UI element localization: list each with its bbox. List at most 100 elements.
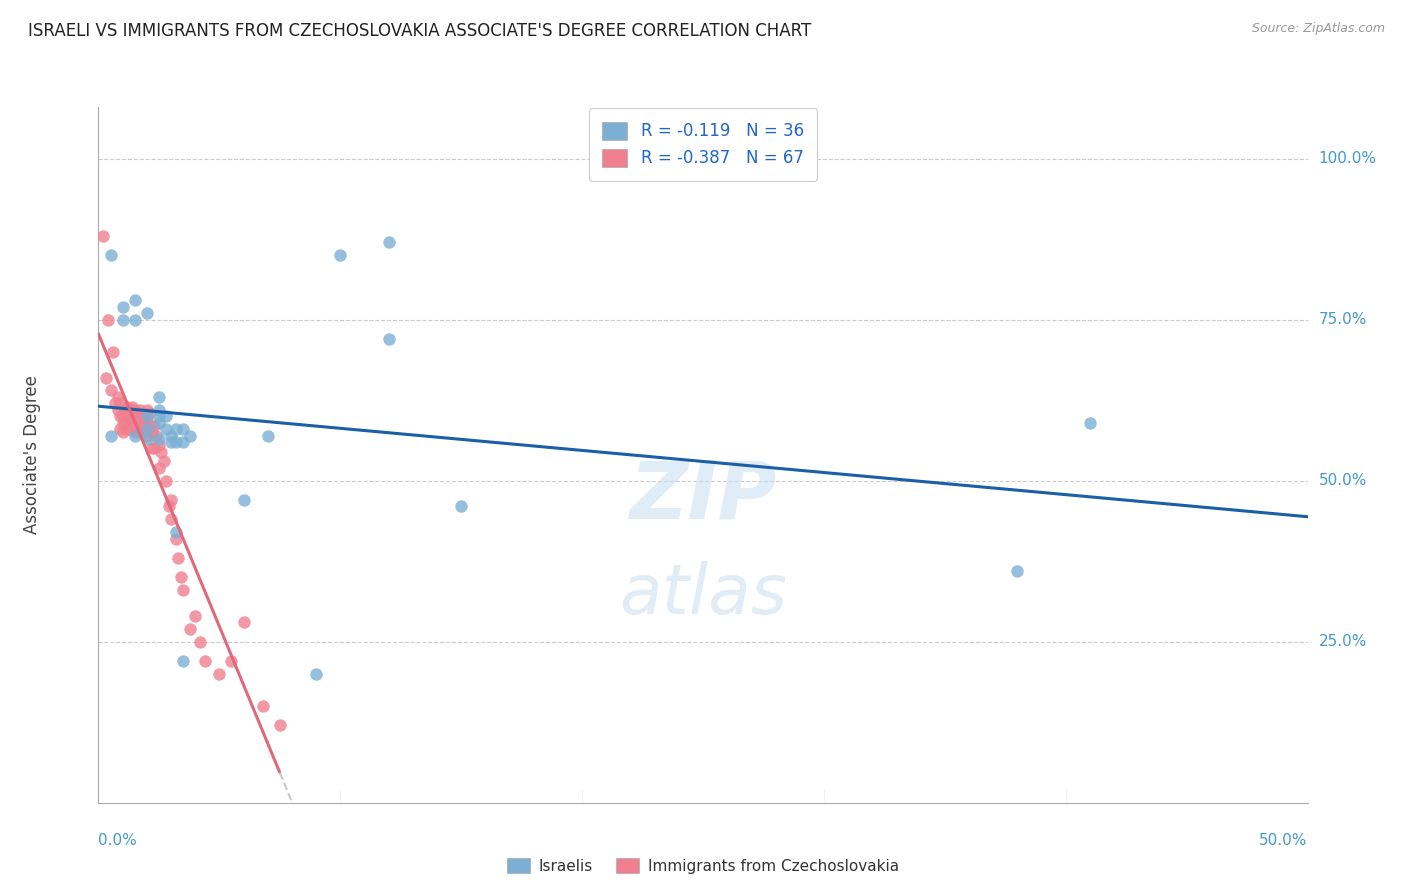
Point	[117, 422, 139, 436]
Legend: R = -0.119   N = 36, R = -0.387   N = 67: R = -0.119 N = 36, R = -0.387 N = 67	[589, 109, 817, 181]
Point	[165, 435, 187, 450]
Point	[135, 306, 157, 320]
Point	[121, 400, 143, 414]
Point	[232, 615, 254, 630]
Point	[305, 667, 328, 681]
Point	[111, 409, 134, 424]
Point	[194, 654, 217, 668]
Text: 100.0%: 100.0%	[1319, 151, 1376, 166]
Point	[124, 428, 146, 442]
Point	[138, 406, 160, 420]
Point	[208, 667, 231, 681]
Point	[450, 500, 472, 514]
Point	[148, 438, 170, 452]
Point	[134, 412, 156, 426]
Text: 75.0%: 75.0%	[1319, 312, 1367, 327]
Text: ISRAELI VS IMMIGRANTS FROM CZECHOSLOVAKIA ASSOCIATE'S DEGREE CORRELATION CHART: ISRAELI VS IMMIGRANTS FROM CZECHOSLOVAKI…	[28, 22, 811, 40]
Point	[172, 435, 194, 450]
Point	[152, 454, 174, 468]
Point	[377, 332, 399, 346]
Point	[155, 422, 177, 436]
Point	[127, 406, 149, 420]
Point	[100, 384, 122, 398]
Point	[155, 409, 177, 424]
Point	[148, 402, 170, 417]
Point	[169, 570, 191, 584]
Point	[165, 532, 187, 546]
Point	[160, 512, 183, 526]
Point	[179, 428, 201, 442]
Text: 25.0%: 25.0%	[1319, 634, 1367, 649]
Point	[100, 248, 122, 262]
Point	[135, 432, 157, 446]
Text: 50.0%: 50.0%	[1319, 473, 1367, 488]
Point	[131, 425, 153, 440]
Point	[148, 432, 170, 446]
Point	[150, 444, 173, 458]
Point	[135, 409, 157, 424]
Point	[135, 412, 157, 426]
Point	[127, 412, 149, 426]
Point	[269, 718, 291, 732]
Point	[111, 312, 134, 326]
Point	[108, 409, 131, 424]
Point	[107, 402, 129, 417]
Point	[114, 402, 136, 417]
Point	[160, 435, 183, 450]
Text: ZIP: ZIP	[630, 458, 776, 536]
Point	[111, 416, 134, 430]
Legend: Israelis, Immigrants from Czechoslovakia: Israelis, Immigrants from Czechoslovakia	[501, 852, 905, 880]
Point	[138, 419, 160, 434]
Point	[108, 396, 131, 410]
Text: Source: ZipAtlas.com: Source: ZipAtlas.com	[1251, 22, 1385, 36]
Point	[104, 396, 127, 410]
Point	[172, 422, 194, 436]
Point	[143, 442, 166, 456]
Point	[128, 402, 150, 417]
Point	[114, 416, 136, 430]
Point	[111, 425, 134, 440]
Point	[118, 402, 141, 417]
Point	[128, 412, 150, 426]
Point	[148, 416, 170, 430]
Point	[124, 425, 146, 440]
Point	[145, 428, 167, 442]
Point	[184, 609, 207, 624]
Point	[94, 370, 117, 384]
Point	[160, 493, 183, 508]
Point	[141, 442, 163, 456]
Point	[124, 293, 146, 308]
Point	[179, 622, 201, 636]
Point	[131, 416, 153, 430]
Point	[135, 428, 157, 442]
Point	[165, 422, 187, 436]
Point	[148, 409, 170, 424]
Point	[160, 428, 183, 442]
Point	[252, 699, 274, 714]
Point	[91, 228, 114, 243]
Text: Associate's Degree: Associate's Degree	[22, 376, 41, 534]
Point	[188, 634, 211, 648]
Point	[232, 493, 254, 508]
Point	[167, 551, 190, 566]
Point	[221, 654, 243, 668]
Point	[117, 400, 139, 414]
Point	[1007, 564, 1029, 578]
Point	[134, 422, 156, 436]
Point	[256, 428, 278, 442]
Text: atlas: atlas	[619, 560, 787, 628]
Point	[124, 402, 146, 417]
Point	[121, 409, 143, 424]
Point	[108, 422, 131, 436]
Point	[111, 300, 134, 314]
Point	[157, 500, 180, 514]
Point	[377, 235, 399, 250]
Point	[172, 583, 194, 598]
Point	[118, 422, 141, 436]
Point	[148, 460, 170, 475]
Text: 0.0%: 0.0%	[98, 833, 138, 848]
Point	[118, 412, 141, 426]
Point	[101, 344, 124, 359]
Point	[1078, 416, 1101, 430]
Point	[124, 412, 146, 426]
